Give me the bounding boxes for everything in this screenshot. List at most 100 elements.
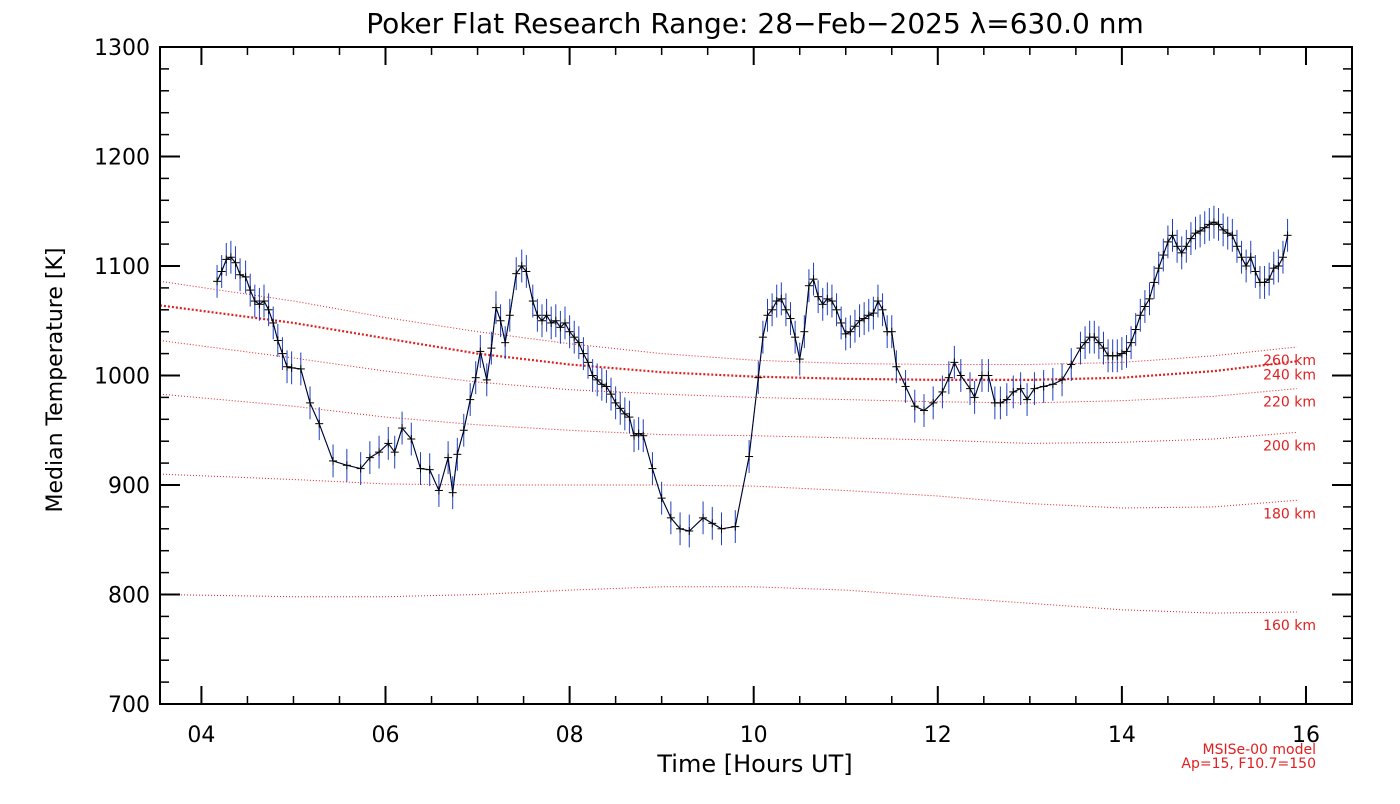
data-point [823, 294, 832, 303]
data-point [505, 311, 514, 320]
data-point [250, 297, 259, 306]
data-point [786, 314, 795, 323]
data-point [919, 406, 928, 415]
data-point [1200, 223, 1209, 232]
data-point [1232, 242, 1241, 251]
data-point [1269, 264, 1278, 273]
data-point [1186, 234, 1195, 243]
x-tick-label: 14 [1108, 723, 1136, 748]
data-point [864, 311, 873, 320]
data-point [434, 486, 443, 495]
data-point [255, 300, 264, 309]
model-label: 180 km [1263, 506, 1316, 522]
data-point [584, 358, 593, 367]
data-point [448, 488, 457, 497]
data-point [528, 297, 537, 306]
data-point [708, 519, 717, 528]
data-point [476, 347, 485, 356]
data-point [855, 316, 864, 325]
data-point [459, 426, 468, 435]
data-point [482, 375, 491, 384]
data-point [804, 281, 813, 290]
data-point [699, 513, 708, 522]
model-line-200km [159, 393, 1297, 444]
data-point [1081, 338, 1090, 347]
data-point [966, 384, 975, 393]
data-point [278, 349, 287, 358]
data-point [1145, 294, 1154, 303]
data-point [1168, 231, 1177, 240]
data-point [517, 262, 526, 270]
data-point [570, 333, 579, 342]
data-point [887, 327, 896, 336]
data-point [827, 297, 836, 306]
data-point [625, 413, 634, 422]
data-point [1163, 237, 1172, 246]
data-point [1150, 278, 1159, 287]
data-point [579, 349, 588, 358]
data-point [950, 358, 959, 367]
data-point [996, 398, 1005, 407]
data-point [754, 373, 763, 382]
data-point [602, 382, 611, 391]
data-point [1173, 242, 1182, 251]
y-ticks-group: 700 800 900 1000 1100 1200 1300 [94, 36, 1352, 718]
data-point [800, 327, 809, 336]
data-point [1023, 395, 1032, 404]
data-point [1127, 338, 1136, 347]
data-point [1009, 387, 1018, 396]
data-point [1058, 375, 1067, 384]
data-point [1260, 278, 1269, 287]
data-point [1159, 251, 1168, 260]
data-point [620, 409, 629, 418]
data-point [453, 450, 462, 459]
data-point [758, 333, 767, 342]
data-point [892, 362, 901, 371]
data-point [236, 270, 245, 279]
data-point [1278, 253, 1287, 262]
x-tick-label: 16 [1292, 723, 1320, 748]
data-point [1214, 220, 1223, 229]
y-tick-label: 900 [108, 474, 150, 499]
data-point [850, 322, 859, 331]
data-point [814, 292, 823, 301]
data-point [648, 464, 657, 473]
data-point [593, 375, 602, 384]
data-point [846, 327, 855, 336]
data-point [841, 329, 850, 338]
data-point [547, 318, 556, 327]
x-axis-label: Time [Hours UT] [656, 750, 852, 778]
data-point [777, 294, 786, 303]
data-point [1094, 338, 1103, 347]
x-tick-label: 08 [556, 723, 584, 748]
data-point [818, 300, 827, 309]
data-point [717, 524, 726, 533]
data-point [1223, 229, 1232, 238]
data-point [791, 333, 800, 342]
data-point [657, 494, 666, 503]
data-point [542, 311, 551, 320]
data-point [1131, 325, 1140, 334]
data-point [607, 390, 616, 399]
data-point [938, 387, 947, 396]
data-point [1191, 229, 1200, 238]
data-markers-group [213, 218, 1292, 535]
data-point [1265, 275, 1274, 284]
plot-frame [159, 46, 1353, 705]
data-point [1182, 242, 1191, 251]
data-point [269, 318, 278, 327]
data-point [676, 524, 685, 533]
data-point [226, 253, 235, 262]
model-lines-group [159, 280, 1297, 614]
data-point [213, 277, 222, 286]
data-point [222, 255, 231, 264]
y-tick-label: 1300 [94, 36, 150, 61]
x-tick-label: 10 [740, 723, 768, 748]
data-point [1122, 347, 1131, 356]
data-point [342, 461, 351, 470]
data-point [1076, 344, 1085, 353]
data-point [1113, 351, 1122, 360]
data-point [296, 364, 305, 373]
chart-title: Poker Flat Research Range: 28−Feb−2025 λ… [366, 7, 1144, 40]
data-point [970, 393, 979, 402]
